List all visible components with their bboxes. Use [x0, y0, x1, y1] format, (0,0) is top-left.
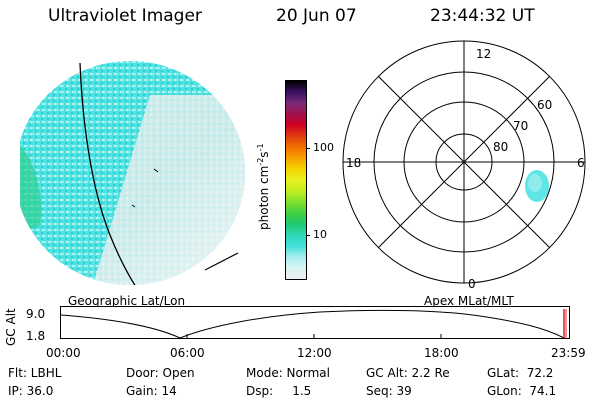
- mlt-label-0: 0: [468, 277, 476, 291]
- dsp-info: Dsp: 1.5: [246, 384, 312, 398]
- glat-info: GLat: 72.2: [487, 366, 554, 380]
- lat-label-80: 80: [493, 140, 509, 154]
- terminator-line: [79, 62, 136, 285]
- colorbar-label: photon cm-2s-1: [256, 143, 271, 230]
- colorbar-tick-100: 100: [313, 141, 334, 154]
- geo-panel-label: Geographic Lat/Lon: [68, 294, 186, 308]
- seq-info: Seq: 39: [366, 384, 412, 398]
- time-label: 23:44:32 UT: [430, 6, 535, 26]
- ip-info: IP: 36.0: [8, 384, 54, 398]
- mlt-label-18: 18: [346, 156, 362, 170]
- timeline-xtick-0: 00:00: [46, 346, 81, 360]
- timeline-ylabel: GC Alt: [4, 308, 18, 346]
- lat-label-60: 60: [537, 98, 553, 112]
- timeline-xtick-2: 12:00: [297, 346, 332, 360]
- timeline-xtick-4: 23:59: [551, 346, 586, 360]
- mlt-label-12: 12: [476, 47, 492, 61]
- filter-info: Flt: LBHL: [8, 366, 62, 380]
- gain-info: Gain: 14: [126, 384, 177, 398]
- timeline-xtick-3: 18:00: [424, 346, 459, 360]
- app-title: Ultraviolet Imager: [48, 6, 202, 26]
- mlt-label-6: 6: [577, 156, 585, 170]
- timeline-ytick-top: 9.0: [26, 307, 46, 321]
- polar-dial: [342, 40, 586, 284]
- colorbar: [285, 80, 307, 280]
- orbit-timeline: [60, 306, 570, 339]
- door-info: Door: Open: [126, 366, 195, 380]
- gc-alt-info: GC Alt: 2.2 Re: [366, 366, 450, 380]
- lat-label-70: 70: [513, 119, 529, 133]
- timeline-xtick-1: 06:00: [170, 346, 205, 360]
- mode-info: Mode: Normal: [246, 366, 330, 380]
- geographic-image: [20, 61, 245, 285]
- timeline-ytick-bottom: 1.8: [26, 329, 46, 343]
- glon-info: GLon: 74.1: [487, 384, 557, 398]
- date-label: 20 Jun 07: [276, 6, 357, 26]
- polar-panel-label: Apex MLat/MLT: [424, 294, 514, 308]
- colorbar-tick-10: 10: [313, 228, 327, 241]
